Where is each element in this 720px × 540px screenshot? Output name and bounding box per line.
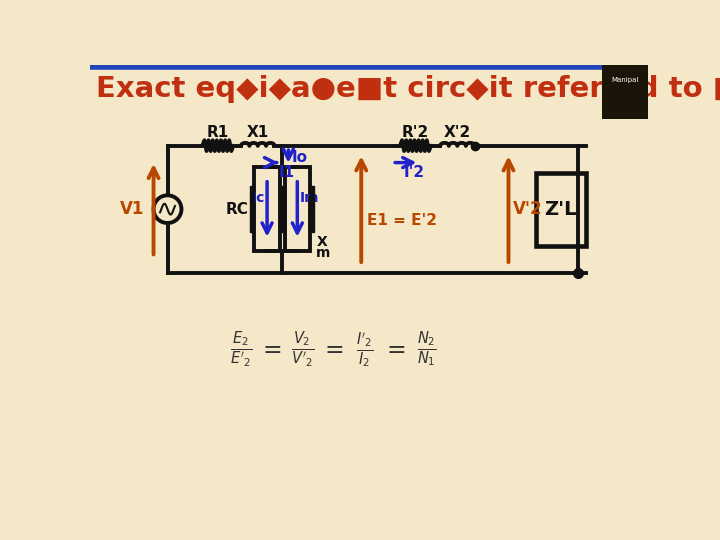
Text: =: = [386, 338, 406, 362]
Text: V'2: V'2 [513, 200, 543, 218]
Text: I1: I1 [279, 165, 294, 180]
Bar [310, 186, 314, 232]
Text: $\frac{E_2}{E'_2}$: $\frac{E_2}{E'_2}$ [230, 329, 253, 370]
Bar [601, 65, 648, 119]
Text: V1: V1 [120, 200, 144, 218]
Text: Ic: Ic [251, 191, 265, 205]
Text: $\frac{V_2}{V'_2}$: $\frac{V_2}{V'_2}$ [292, 329, 315, 370]
Bar [536, 173, 586, 246]
Text: Manipal: Manipal [611, 77, 639, 83]
Text: RC: RC [225, 201, 248, 217]
Text: X'2: X'2 [444, 125, 471, 140]
Bar [90, 65, 648, 105]
Text: Im: Im [300, 191, 319, 205]
Text: Exact eq◆i◆a●e■t circ◆it referred to ■rimar: Exact eq◆i◆a●e■t circ◆it referred to ■ri… [96, 76, 720, 104]
Text: Io: Io [292, 151, 307, 165]
Text: I'2: I'2 [404, 165, 425, 180]
Text: X1: X1 [247, 125, 269, 140]
Text: $\frac{N_2}{N_1}$: $\frac{N_2}{N_1}$ [417, 330, 437, 369]
Bar [281, 186, 284, 232]
Text: R'2: R'2 [402, 125, 429, 140]
Text: E1 = E'2: E1 = E'2 [367, 213, 438, 228]
Text: Z'L: Z'L [544, 200, 577, 219]
Text: X: X [316, 235, 327, 249]
Text: =: = [262, 338, 282, 362]
Bar [254, 167, 280, 251]
Text: =: = [324, 338, 344, 362]
Text: m: m [316, 246, 330, 260]
Text: R1: R1 [207, 125, 229, 140]
Bar [284, 167, 310, 251]
Bar [251, 186, 254, 232]
Text: $\frac{I'_2}{I_2}$: $\frac{I'_2}{I_2}$ [356, 330, 374, 369]
